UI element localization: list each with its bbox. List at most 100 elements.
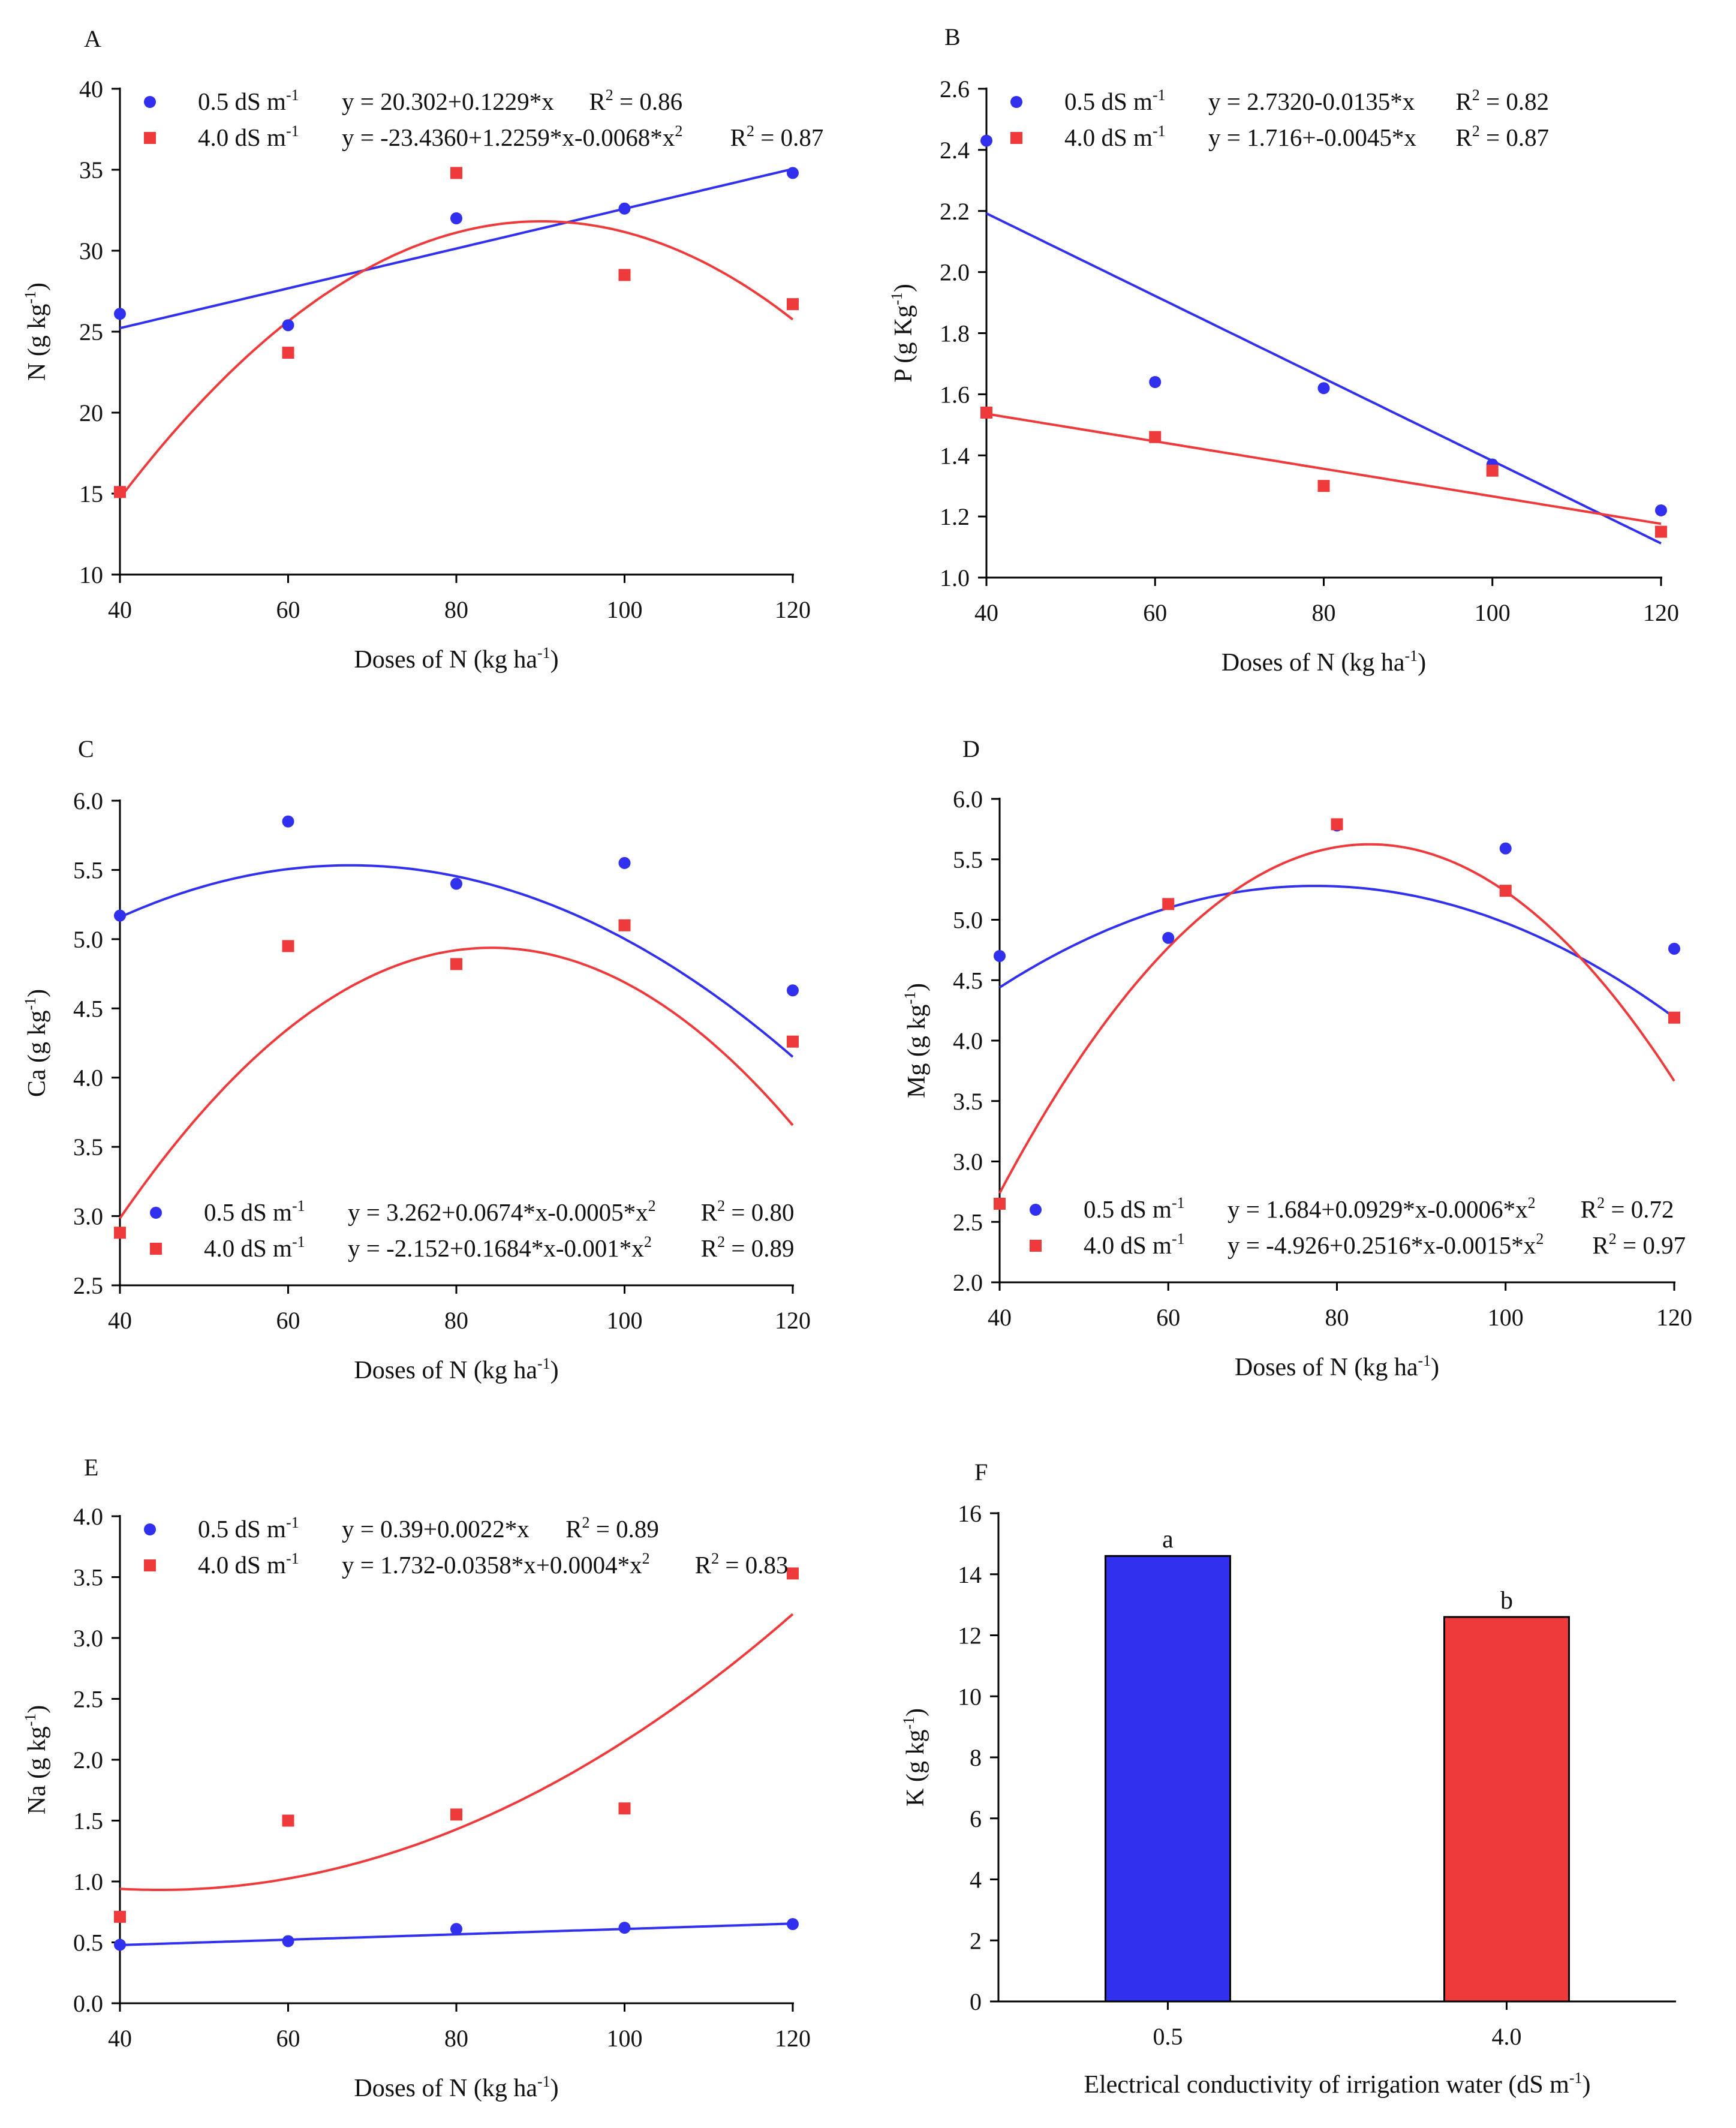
legend-name: 0.5 dS m	[1084, 1195, 1172, 1223]
chart-A: A 10 15 20 25 30 35 40 40 60 80 100 120 Doses of N (k…	[22, 25, 823, 674]
y-tick-label-B: 1.8	[940, 320, 970, 347]
x-tick-label-A: 80	[444, 596, 468, 623]
legend-r2-E-0: R2 = 0.89	[565, 1514, 659, 1543]
y-axis-title-D-sup: -1	[901, 991, 919, 1005]
y-tick-label-A: 20	[79, 399, 103, 426]
legend-equation-D-1: y = -4.926+0.2516*x-0.0015*x2	[1227, 1230, 1544, 1259]
legend-r2-B-0-sup: 2	[1472, 86, 1480, 104]
y-axis-title-F-end: )	[902, 1708, 929, 1717]
y-tick-label-F: 8	[970, 1744, 982, 1771]
x-axis-title-F-end: )	[1582, 2071, 1591, 2099]
x-tick-label-E: 80	[444, 2025, 468, 2052]
x-tick-label-C: 60	[276, 1307, 300, 1334]
x-axis-title-F-sup: -1	[1569, 2069, 1582, 2087]
bar-letter-F-0: a	[1162, 1526, 1174, 1553]
data-point-B-1	[1317, 480, 1330, 492]
data-point-D-1	[1499, 885, 1512, 897]
bar-F-0	[1105, 1555, 1231, 2003]
fit-line-D-0	[998, 885, 1675, 1018]
x-tick-label-D: 120	[1656, 1304, 1692, 1331]
data-point-C-0	[114, 909, 126, 922]
data-point-E-1	[787, 1567, 799, 1580]
legend-r2-A-0-r: R	[589, 88, 606, 115]
x-axis-title-A-sup: -1	[537, 644, 550, 662]
legend-r2-B-1-r: R	[1455, 124, 1472, 151]
panel-label-E: E	[84, 1454, 98, 1481]
panel-label-A: A	[84, 25, 101, 52]
legend-name-sup: -1	[286, 1514, 299, 1531]
y-tick-label-D: 2.5	[953, 1209, 983, 1236]
y-tick-label-F: 12	[958, 1622, 982, 1649]
legend-name: 0.5 dS m	[1064, 88, 1153, 115]
data-point-B-1	[1655, 525, 1667, 538]
legend-r2-D-0-r: R	[1581, 1195, 1597, 1223]
legend-name: 0.5 dS m	[198, 88, 286, 115]
y-axis-title-A-base: N (g kg	[23, 304, 51, 381]
data-point-B-0	[1149, 376, 1162, 388]
chart-F: F 0 2 4 6 8 10 12 14 16 0.5 a 4.0 b Electrical conduct…	[900, 1459, 1676, 2099]
data-point-A-0	[787, 167, 799, 179]
fit-line-C-0	[119, 864, 794, 1058]
x-tick-label-B: 60	[1143, 599, 1167, 626]
legend-label-A-0: 0.5 dS m-1	[198, 86, 299, 115]
data-point-C-1	[114, 1227, 126, 1239]
data-point-D-0	[1668, 942, 1680, 955]
y-axis-title-D-base: Mg (g kg	[903, 1005, 931, 1098]
y-tick-label-C: 3.0	[73, 1203, 103, 1230]
x-tick-label-A: 100	[607, 596, 643, 623]
chart-D: D 2.0 2.5 3.0 3.5 4.0 4.5 5.0 5.5 6.0 40 60 80 100 120…	[901, 735, 1692, 1381]
y-tick-label-D: 2.0	[953, 1269, 983, 1296]
legend-r2-B-1-sup: 2	[1472, 122, 1480, 140]
legend-equation-A-0: y = 20.302+0.1229*x	[342, 88, 554, 115]
data-point-E-1	[450, 1808, 462, 1821]
legend-equation-C-0: y = 3.262+0.0674*x-0.0005*x2	[348, 1197, 656, 1226]
x-axis-title-C-base: Doses of N (kg ha	[354, 1357, 537, 1384]
legend-r2-E-1: R2 = 0.83	[695, 1550, 789, 1579]
x-tick-label-F: 4.0	[1492, 2023, 1522, 2050]
x-tick-label-A: 60	[276, 596, 300, 623]
fit-line-E-1	[119, 1613, 794, 1891]
data-point-C-0	[618, 856, 631, 869]
legend-name-sup: -1	[1153, 86, 1166, 104]
fit-line-A-0	[119, 167, 793, 330]
legend-r2-A-1: R2 = 0.87	[730, 122, 824, 151]
data-point-C-0	[450, 877, 462, 890]
data-point-D-0	[1162, 931, 1175, 944]
legend-r2-C-1-sup: 2	[717, 1233, 725, 1251]
data-point-A-1	[618, 269, 631, 281]
legend-name-sup: -1	[1172, 1230, 1185, 1248]
y-axis-title-F-base: K (g kg	[902, 1730, 929, 1807]
legend-name-sup: -1	[1172, 1194, 1185, 1212]
legend-equation-E-1-body: y = 1.732-0.0358*x+0.0004*x	[342, 1551, 642, 1579]
data-point-D-0	[994, 949, 1006, 962]
x-tick-label-C: 80	[444, 1307, 468, 1334]
data-point-B-0	[980, 134, 992, 147]
data-point-B-1	[1486, 464, 1499, 477]
legend-marker-B-1	[1010, 132, 1022, 144]
data-point-B-1	[980, 406, 992, 419]
y-axis-title-F-sup: -1	[900, 1717, 917, 1730]
legend-r2-E-0-r: R	[565, 1515, 582, 1543]
fit-line-C-1	[119, 946, 794, 1219]
legend-label-D-1: 4.0 dS m-1	[1084, 1230, 1185, 1259]
data-point-C-0	[787, 984, 799, 997]
legend-name-sup: -1	[286, 122, 299, 140]
legend-r2-C-1-r: R	[701, 1234, 718, 1262]
y-tick-label-D: 3.5	[953, 1088, 983, 1115]
legend-name-sup: -1	[292, 1233, 305, 1251]
x-axis-title-A: Doses of N (kg ha-1)	[354, 644, 558, 674]
legend-name-sup: -1	[1153, 122, 1166, 140]
x-tick-label-E: 40	[108, 2025, 132, 2052]
y-tick-label-B: 2.6	[940, 76, 970, 103]
y-tick-label-B: 1.4	[940, 442, 970, 469]
legend-r2-D-1-rest: = 0.97	[1617, 1231, 1686, 1259]
legend-name: 0.5 dS m	[198, 1515, 286, 1543]
y-tick-label-F: 0	[970, 1988, 982, 2015]
legend-name: 4.0 dS m	[1084, 1231, 1172, 1259]
y-tick-label-C: 4.0	[73, 1065, 103, 1092]
y-tick-label-F: 14	[958, 1561, 982, 1588]
legend-equation-E-1: y = 1.732-0.0358*x+0.0004*x2	[342, 1550, 650, 1579]
x-tick-label-A: 40	[108, 596, 132, 623]
x-axis-title-D: Doses of N (kg ha-1)	[1235, 1352, 1439, 1381]
y-tick-label-C: 5.0	[73, 926, 103, 953]
